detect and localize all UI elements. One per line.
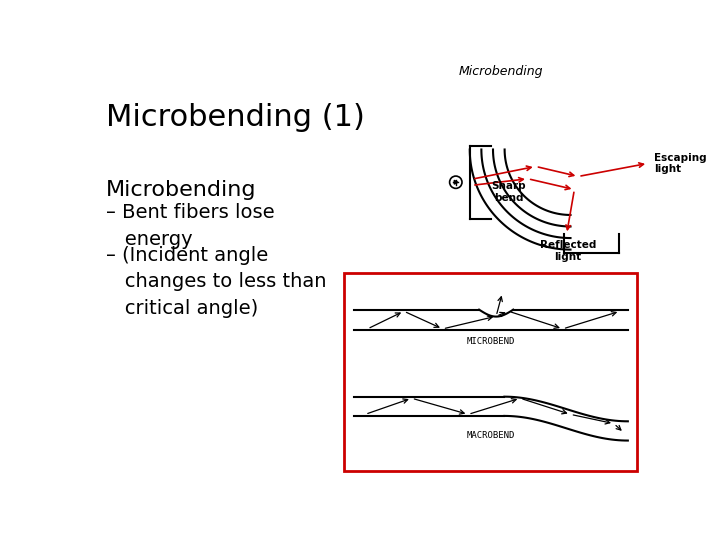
Text: MACROBEND: MACROBEND	[467, 431, 515, 440]
Text: – Bent fibers lose
   energy: – Bent fibers lose energy	[106, 204, 274, 249]
Text: Microbending: Microbending	[459, 65, 543, 78]
Bar	[344, 273, 637, 471]
Text: Sharp
bend: Sharp bend	[491, 181, 526, 202]
Text: Reflected
light: Reflected light	[540, 240, 596, 262]
Text: Microbending (1): Microbending (1)	[106, 103, 364, 132]
Polygon shape	[454, 180, 458, 184]
Text: Microbending: Microbending	[106, 180, 256, 200]
Text: MICROBEND: MICROBEND	[467, 336, 515, 346]
Text: Escaping
light: Escaping light	[654, 153, 707, 174]
Text: – (Incident angle
   changes to less than
   critical angle): – (Incident angle changes to less than c…	[106, 246, 326, 318]
